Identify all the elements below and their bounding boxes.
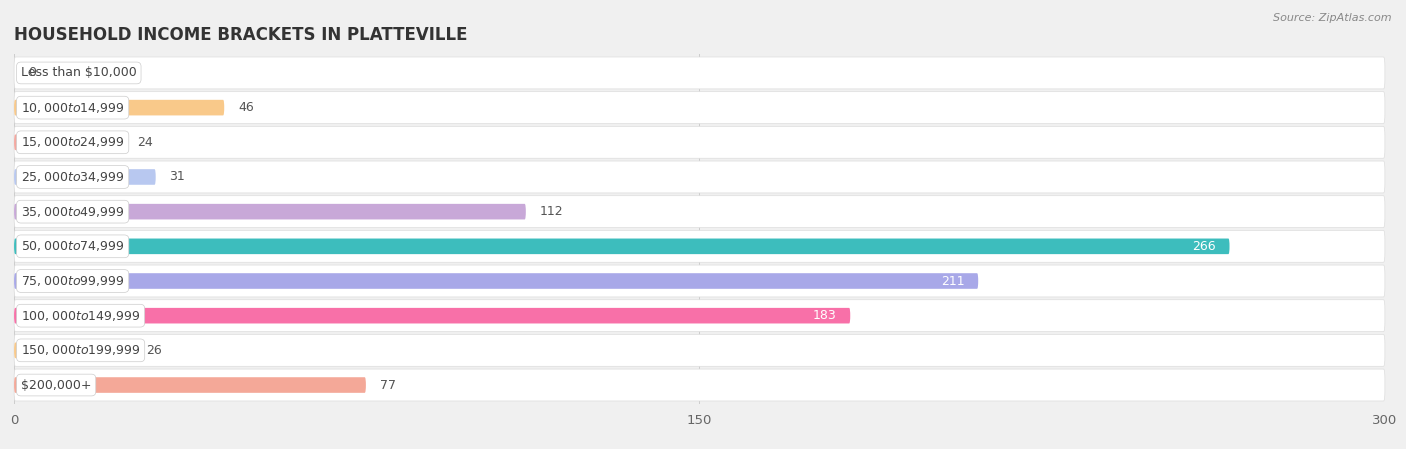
Text: Source: ZipAtlas.com: Source: ZipAtlas.com	[1274, 13, 1392, 23]
FancyBboxPatch shape	[14, 92, 1385, 123]
Text: $150,000 to $199,999: $150,000 to $199,999	[21, 343, 141, 357]
FancyBboxPatch shape	[14, 238, 1229, 254]
FancyBboxPatch shape	[14, 335, 1385, 366]
Text: 46: 46	[238, 101, 253, 114]
FancyBboxPatch shape	[14, 204, 526, 220]
Text: 24: 24	[138, 136, 153, 149]
FancyBboxPatch shape	[14, 100, 225, 115]
Text: $15,000 to $24,999: $15,000 to $24,999	[21, 135, 124, 150]
FancyBboxPatch shape	[14, 300, 1385, 332]
FancyBboxPatch shape	[14, 126, 1385, 158]
Text: $10,000 to $14,999: $10,000 to $14,999	[21, 101, 124, 114]
FancyBboxPatch shape	[14, 369, 1385, 401]
Text: $100,000 to $149,999: $100,000 to $149,999	[21, 308, 141, 323]
FancyBboxPatch shape	[14, 308, 851, 323]
Text: $50,000 to $74,999: $50,000 to $74,999	[21, 239, 124, 253]
FancyBboxPatch shape	[14, 377, 366, 393]
Text: 26: 26	[146, 344, 162, 357]
Text: 266: 266	[1192, 240, 1216, 253]
FancyBboxPatch shape	[14, 57, 1385, 89]
FancyBboxPatch shape	[14, 196, 1385, 228]
Text: $200,000+: $200,000+	[21, 379, 91, 392]
FancyBboxPatch shape	[14, 135, 124, 150]
FancyBboxPatch shape	[14, 265, 1385, 297]
FancyBboxPatch shape	[14, 230, 1385, 262]
FancyBboxPatch shape	[14, 169, 156, 185]
Text: 0: 0	[28, 66, 35, 79]
FancyBboxPatch shape	[14, 161, 1385, 193]
Text: $75,000 to $99,999: $75,000 to $99,999	[21, 274, 124, 288]
Text: 211: 211	[941, 274, 965, 287]
Text: 183: 183	[813, 309, 837, 322]
Text: $35,000 to $49,999: $35,000 to $49,999	[21, 205, 124, 219]
FancyBboxPatch shape	[14, 343, 134, 358]
Text: 112: 112	[540, 205, 564, 218]
Text: $25,000 to $34,999: $25,000 to $34,999	[21, 170, 124, 184]
FancyBboxPatch shape	[14, 273, 979, 289]
Text: 77: 77	[380, 379, 395, 392]
Text: 31: 31	[170, 171, 186, 184]
Text: HOUSEHOLD INCOME BRACKETS IN PLATTEVILLE: HOUSEHOLD INCOME BRACKETS IN PLATTEVILLE	[14, 26, 468, 44]
Text: Less than $10,000: Less than $10,000	[21, 66, 136, 79]
